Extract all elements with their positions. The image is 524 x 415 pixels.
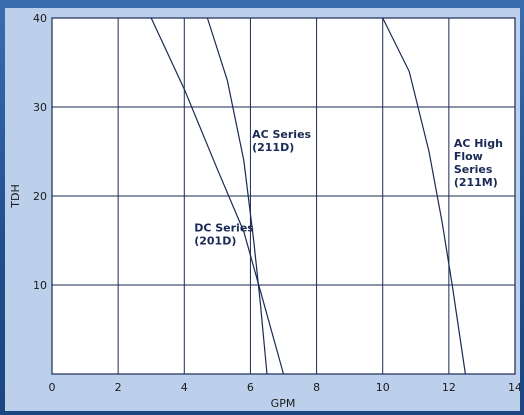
series-label: AC Series — [252, 128, 311, 141]
y-tick-label: 30 — [33, 101, 47, 114]
x-tick-label: 12 — [442, 381, 456, 394]
y-tick-label: 40 — [33, 12, 47, 25]
y-tick-label: 10 — [33, 279, 47, 292]
series-labels: DC Series(201D) AC Series(211D) AC HighFlo… — [194, 128, 503, 247]
y-tick-label: 20 — [33, 190, 47, 203]
x-tick-label: 10 — [376, 381, 390, 394]
series-label: (201D) — [194, 235, 236, 248]
series-label: AC High — [454, 137, 503, 150]
x-tick-label: 0 — [49, 381, 56, 394]
y-tick-labels: 10 20 30 40 — [33, 12, 47, 292]
x-tick-label: 6 — [247, 381, 254, 394]
pump-curves — [150, 17, 466, 375]
grid-lines — [52, 18, 515, 374]
x-tick-label: 2 — [115, 381, 122, 394]
series-label: Series — [454, 163, 493, 176]
series-label: (211M) — [454, 176, 498, 189]
x-axis-label: GPM — [271, 397, 296, 410]
chart-card: 0 2 4 6 8 10 12 14 10 20 30 40 DC Series (201D) AC S… — [5, 8, 523, 411]
series-curve — [382, 17, 466, 375]
pump-curve-chart: 0 2 4 6 8 10 12 14 10 20 30 40 DC Series(201D) AC S… — [9, 12, 523, 410]
x-tick-label: 8 — [313, 381, 320, 394]
series-label: Flow — [454, 150, 483, 163]
x-tick-label: 4 — [181, 381, 188, 394]
series-curve — [206, 17, 268, 375]
x-tick-labels: 0 2 4 6 8 10 12 14 — [49, 381, 523, 394]
series-label: DC Series — [194, 222, 254, 235]
series-curve — [150, 17, 285, 375]
series-label: (211D) — [252, 141, 294, 154]
x-tick-label: 14 — [508, 381, 520, 394]
y-axis-label: TDH — [9, 184, 22, 208]
